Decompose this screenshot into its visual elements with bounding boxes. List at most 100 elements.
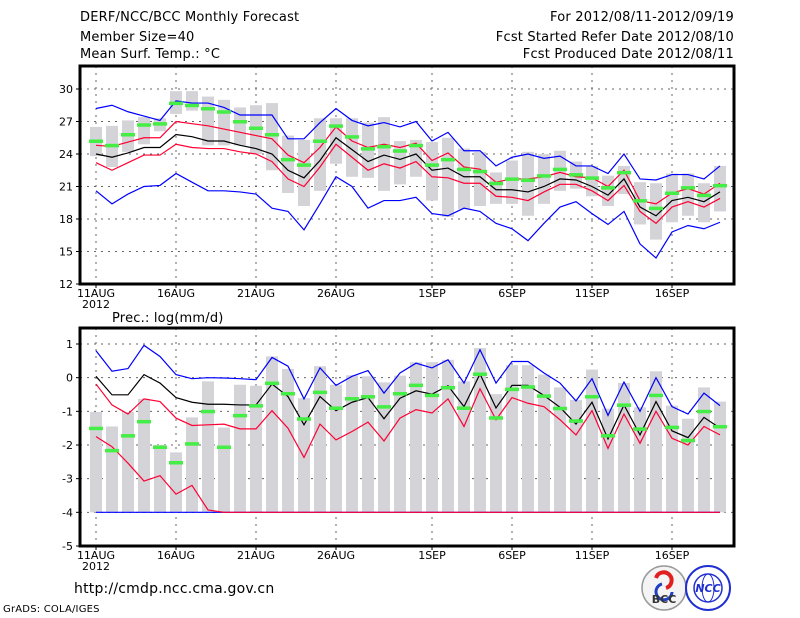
ensemble-box: [618, 383, 630, 513]
ensemble-box: [282, 135, 294, 193]
observed-marker: [233, 413, 247, 418]
ensemble-box: [298, 139, 310, 206]
ensemble-box: [314, 118, 326, 191]
ensemble-box: [202, 381, 214, 513]
ensemble-box: [410, 139, 422, 177]
observed-marker: [569, 173, 583, 177]
xtick-label: 21AUG: [237, 287, 275, 300]
ytick-label: -4: [62, 506, 73, 519]
xtick-label: 16AUG: [157, 287, 195, 300]
observed-marker: [345, 397, 359, 401]
observed-marker: [313, 390, 327, 395]
year-label: 2012: [82, 560, 110, 573]
observed-marker: [521, 178, 535, 182]
observed-marker: [473, 169, 487, 174]
ensemble-box: [650, 183, 662, 240]
series-line-mean: [95, 133, 721, 217]
ensemble-box: [362, 376, 374, 513]
observed-marker: [249, 126, 263, 130]
observed-marker: [505, 177, 519, 181]
observed-marker: [249, 404, 263, 408]
xtick-label: 1SEP: [418, 287, 446, 300]
ensemble-box: [378, 117, 390, 191]
observed-marker: [665, 425, 679, 430]
ncc-logo: NCC: [685, 565, 731, 611]
observed-marker: [553, 167, 567, 172]
ytick-label: 27: [59, 116, 73, 129]
observed-marker: [137, 123, 151, 127]
ensemble-box: [234, 107, 246, 146]
ensemble-box: [474, 348, 486, 513]
observed-marker: [601, 434, 615, 438]
grads-credit: GrADS: COLA/IGES: [3, 604, 100, 615]
observed-marker: [265, 133, 279, 137]
chart-title: DERF/NCC/BCC Monthly Forecast: [80, 10, 300, 25]
ensemble-box: [106, 426, 118, 513]
series-line-upper: [95, 383, 721, 459]
observed-marker: [265, 381, 279, 386]
observed-marker: [713, 183, 727, 188]
observed-marker: [297, 163, 311, 167]
observed-marker: [409, 143, 423, 148]
ensemble-box: [554, 387, 566, 513]
ensemble-box: [410, 362, 422, 513]
xtick-label: 16SEP: [655, 287, 690, 300]
observed-marker: [441, 385, 455, 390]
ensemble-box: [298, 398, 310, 513]
observed-marker: [441, 157, 455, 162]
ensemble-box: [282, 368, 294, 513]
ensemble-box: [682, 173, 694, 216]
observed-marker: [89, 426, 103, 431]
ncc-logo-text: NCC: [695, 582, 720, 595]
observed-marker: [697, 193, 711, 198]
observed-marker: [393, 391, 407, 396]
ensemble-box: [474, 151, 486, 206]
xtick-label: 16SEP: [655, 549, 690, 562]
observed-marker: [201, 107, 215, 111]
xtick-label: 11SEP: [575, 287, 610, 300]
series-line-upper: [95, 120, 721, 205]
xtick-label: 11AUG: [77, 549, 115, 562]
observed-marker: [121, 434, 135, 438]
observed-marker: [313, 139, 327, 143]
observed-marker: [457, 406, 471, 410]
bcc-logo-text: BCC: [652, 593, 677, 606]
xtick-label: 16AUG: [157, 549, 195, 562]
ytick-label: -1: [62, 405, 73, 418]
ytick-label: 0: [66, 372, 73, 385]
ensemble-box: [346, 375, 358, 513]
observed-marker: [537, 174, 551, 178]
observed-marker: [137, 419, 151, 424]
observed-marker: [713, 424, 727, 429]
ytick-label: 30: [59, 83, 73, 96]
observed-marker: [617, 170, 631, 175]
fcst-started-date: Fcst Started Refer Date 2012/08/10: [495, 30, 734, 45]
observed-marker: [601, 186, 615, 190]
observed-marker: [329, 124, 343, 128]
observed-marker: [361, 147, 375, 151]
ensemble-box: [506, 160, 518, 204]
xtick-label: 11AUG: [77, 287, 115, 300]
observed-marker: [553, 406, 567, 411]
observed-marker: [393, 149, 407, 153]
observed-marker: [105, 143, 119, 148]
observed-marker: [569, 419, 583, 423]
observed-marker: [617, 403, 631, 407]
xtick-label: 1SEP: [418, 549, 446, 562]
observed-marker: [537, 394, 551, 398]
ensemble-box: [490, 394, 502, 513]
url-link[interactable]: http://cmdp.ncc.cma.gov.cn: [74, 581, 275, 597]
observed-marker: [281, 157, 295, 162]
series-line-lower: [95, 143, 721, 225]
series-line-lower: [95, 436, 720, 513]
observed-marker: [329, 406, 343, 410]
observed-marker: [377, 405, 391, 409]
ensemble-box: [346, 118, 358, 177]
xtick-label: 26AUG: [317, 549, 355, 562]
series-line-min: [95, 172, 721, 259]
xtick-label: 6SEP: [498, 287, 526, 300]
observed-marker: [297, 417, 311, 421]
observed-marker: [281, 391, 295, 396]
